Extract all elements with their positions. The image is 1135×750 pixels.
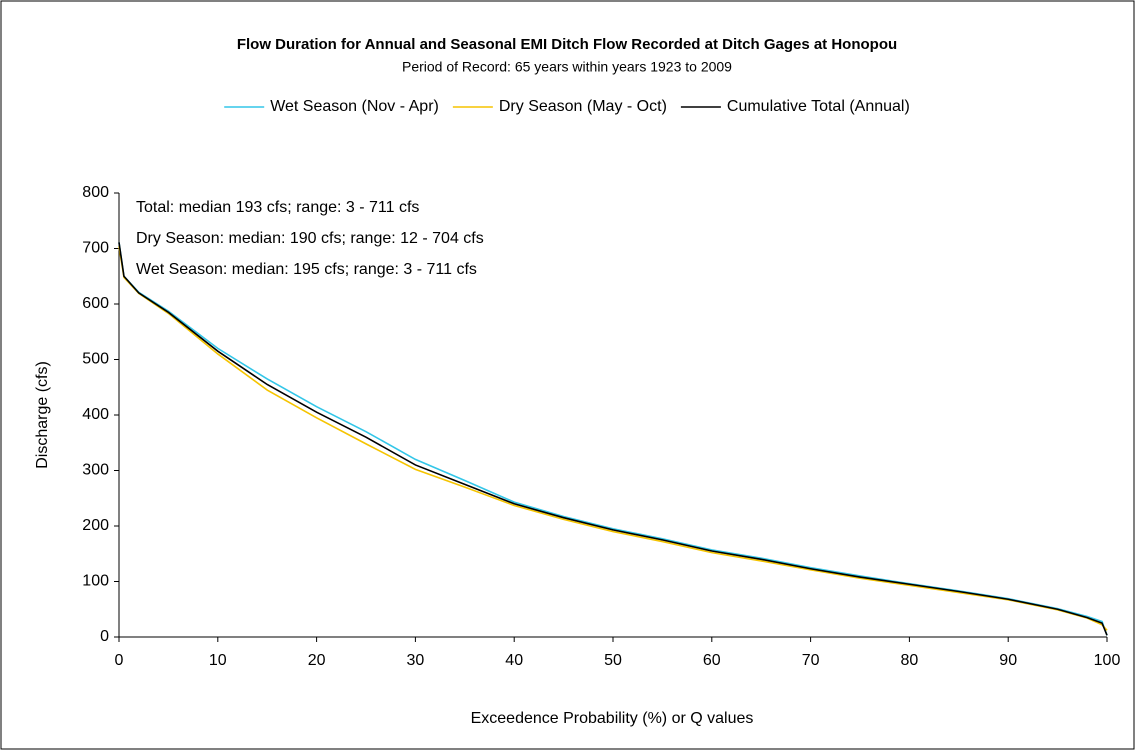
x-tick-label: 90 xyxy=(999,652,1017,669)
series-line xyxy=(118,242,1108,636)
y-tick-label: 500 xyxy=(82,351,109,368)
annotation: Wet Season: median: 195 cfs; range: 3 - … xyxy=(136,261,477,278)
x-axis-label: Exceedence Probability (%) or Q values xyxy=(471,710,754,727)
x-tick-label: 80 xyxy=(901,652,919,669)
x-tick-label: 60 xyxy=(703,652,721,669)
annotation: Dry Season: median: 190 cfs; range: 12 -… xyxy=(136,230,484,247)
legend-label: Dry Season (May - Oct) xyxy=(499,98,667,115)
y-tick-label: 700 xyxy=(82,240,109,257)
y-tick-label: 800 xyxy=(82,184,109,201)
x-tick-label: 70 xyxy=(802,652,820,669)
chart-title: Flow Duration for Annual and Seasonal EM… xyxy=(237,36,897,53)
x-tick-label: 30 xyxy=(407,652,425,669)
y-tick-label: 200 xyxy=(82,517,109,534)
legend-label: Wet Season (Nov - Apr) xyxy=(270,98,439,115)
chart-subtitle: Period of Record: 65 years within years … xyxy=(402,59,732,75)
y-tick-label: 100 xyxy=(82,573,109,590)
y-tick-label: 0 xyxy=(100,628,109,645)
x-tick-label: 40 xyxy=(505,652,523,669)
annotation: Total: median 193 cfs; range: 3 - 711 cf… xyxy=(136,199,419,216)
x-tick-label: 50 xyxy=(604,652,622,669)
y-tick-label: 400 xyxy=(82,406,109,423)
y-tick-label: 300 xyxy=(82,462,109,479)
y-axis-label: Discharge (cfs) xyxy=(34,361,51,469)
x-tick-label: 10 xyxy=(209,652,227,669)
legend-label: Cumulative Total (Annual) xyxy=(727,98,910,115)
x-tick-label: 0 xyxy=(115,652,124,669)
x-tick-label: 20 xyxy=(308,652,326,669)
y-tick-label: 600 xyxy=(82,295,109,312)
x-tick-label: 100 xyxy=(1094,652,1121,669)
